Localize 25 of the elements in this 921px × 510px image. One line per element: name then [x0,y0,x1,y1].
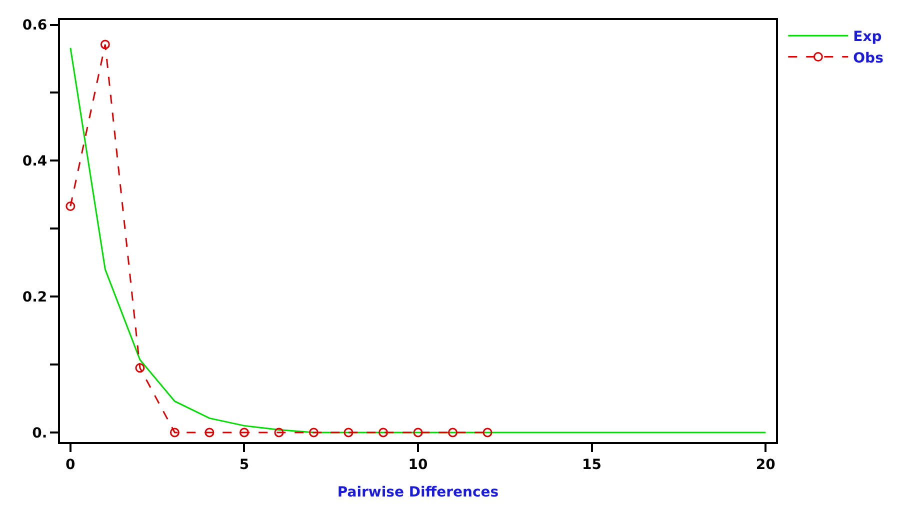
point [308,428,318,438]
x-tick-label: 15 [582,456,602,473]
y-tick-label: 0. [32,425,48,442]
x-tick-label: 20 [756,456,776,473]
point [413,428,423,438]
x-tick-label: 10 [408,456,428,473]
x-axis-title: Pairwise Differences [337,484,499,501]
point [344,428,354,438]
point [239,428,249,438]
legend-label: Obs [853,50,884,66]
y-tick-label: 0.4 [22,154,48,170]
legend-label: Exp [853,29,882,46]
point [482,428,492,438]
point [135,363,145,373]
y-tick-label: 0.2 [22,289,48,306]
point [378,428,388,438]
point [100,40,110,50]
point [204,428,214,438]
point [170,428,180,438]
point [274,428,284,438]
point [66,201,76,211]
x-tick-label: 0 [66,456,76,473]
y-tick-label: 0.6 [22,18,48,34]
point [448,428,458,438]
x-tick-label: 5 [239,456,250,473]
